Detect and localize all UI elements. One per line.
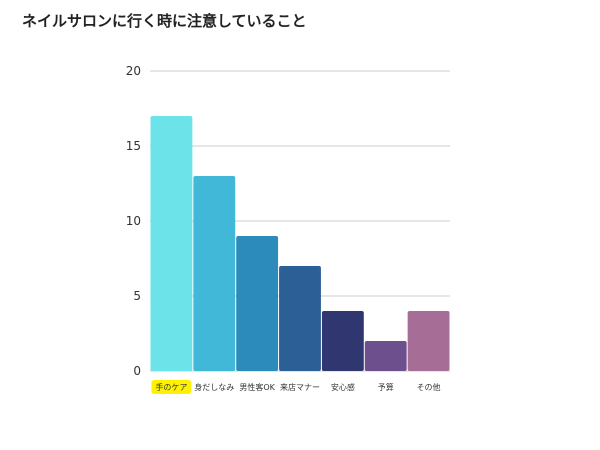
x-category-label: 安心感 [331, 382, 355, 392]
y-axis-tick-labels: 0 5 10 15 20 [126, 64, 141, 378]
bars [150, 116, 450, 371]
bar [193, 176, 236, 371]
bar [150, 116, 193, 371]
x-category-label: その他 [417, 382, 441, 392]
y-tick-label: 20 [126, 64, 141, 78]
category-highlight [151, 380, 192, 394]
y-tick-label: 5 [133, 289, 141, 303]
x-category-label: 身だしなみ [194, 382, 234, 392]
x-category-label: 来店マナー [280, 382, 320, 392]
x-category-label: 男性客OK [239, 382, 275, 392]
y-tick-label: 15 [126, 139, 141, 153]
bar [364, 341, 407, 371]
bar [407, 311, 450, 371]
chart-title: ネイルサロンに行く時に注意していること [22, 12, 307, 30]
x-category-label: 予算 [378, 382, 394, 392]
x-category-label: 手のケア [155, 382, 187, 392]
bar [321, 311, 364, 371]
y-tick-label: 10 [126, 214, 141, 228]
x-axis-category-labels: 手のケア 身だしなみ 男性客OK 来店マナー 安心感 予算 その他 [151, 380, 441, 394]
y-tick-label: 0 [133, 364, 141, 378]
bar [279, 266, 321, 371]
bar [236, 236, 279, 371]
